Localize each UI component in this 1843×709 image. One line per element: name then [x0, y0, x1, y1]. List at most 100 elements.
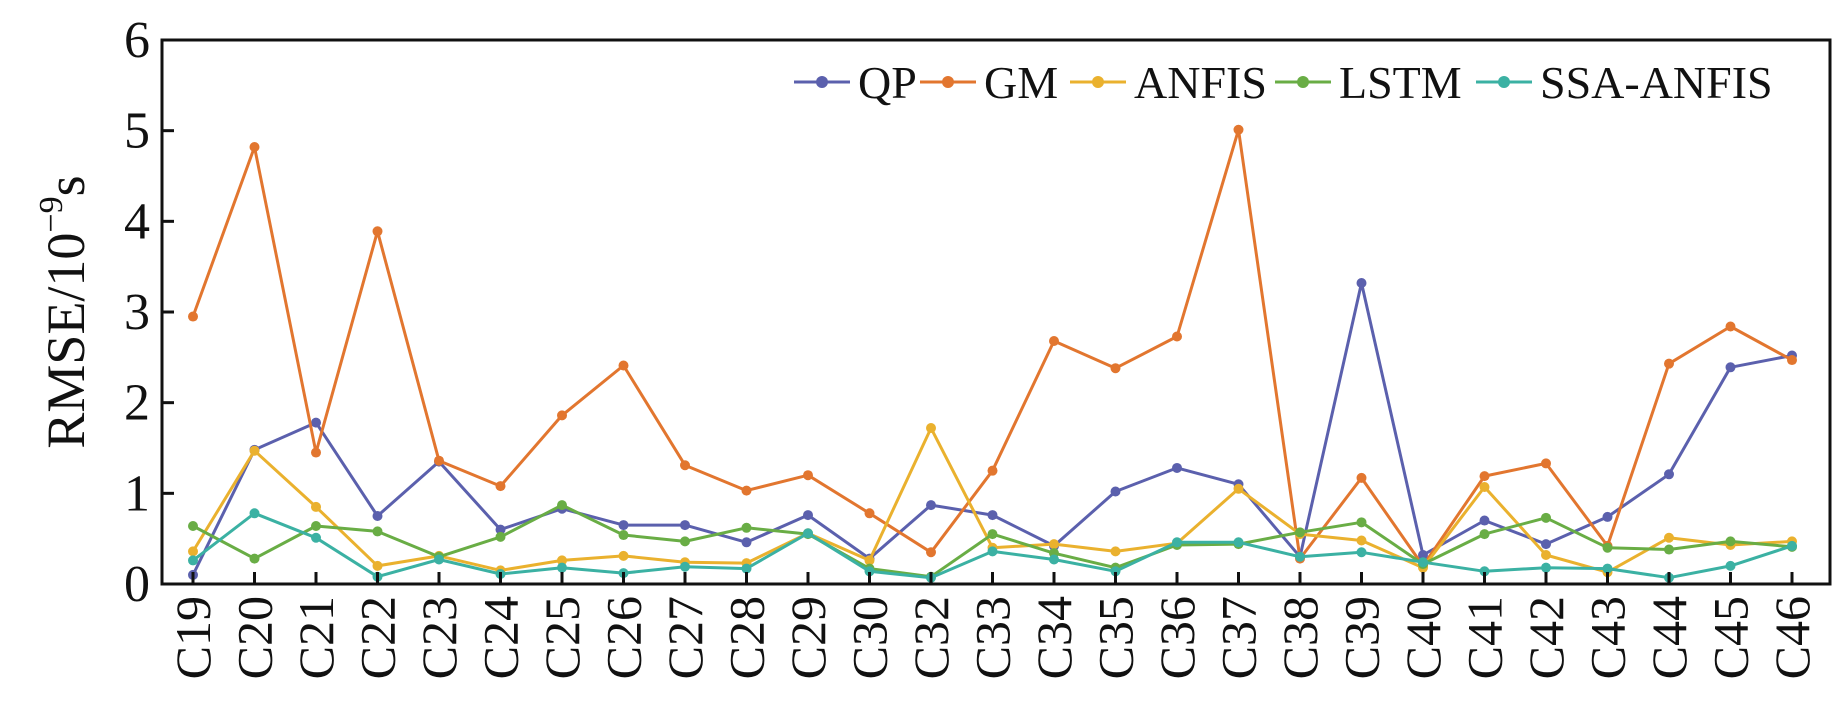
data-point: [1479, 515, 1490, 526]
legend-label: LSTM: [1339, 57, 1462, 108]
data-point: [803, 470, 813, 481]
data-point: [249, 141, 260, 152]
data-point: [926, 423, 936, 434]
x-tick-label: C46: [1764, 596, 1820, 679]
data-point: [434, 554, 444, 565]
x-tick-label: C23: [411, 596, 467, 679]
data-point: [864, 555, 875, 566]
x-tick-label: C30: [842, 596, 898, 679]
data-point: [188, 311, 198, 322]
data-point: [372, 511, 383, 521]
data-point: [864, 508, 875, 519]
y-tick-label: 0: [124, 556, 150, 613]
data-point: [249, 508, 260, 519]
data-point: [1602, 511, 1613, 522]
legend-item: ANFIS: [1070, 57, 1267, 108]
data-point: [1479, 566, 1490, 577]
data-point: [188, 546, 198, 557]
series-gm: [188, 124, 1797, 571]
x-tick-label: C24: [473, 596, 529, 679]
data-point: [557, 555, 567, 566]
data-point: [1356, 472, 1367, 483]
data-point: [1664, 469, 1674, 480]
plot-lines: [188, 124, 1797, 583]
data-point: [311, 501, 321, 512]
data-point: [1356, 277, 1367, 288]
data-point: [680, 460, 690, 471]
x-tick-label: C26: [596, 596, 652, 679]
data-point: [1787, 540, 1797, 551]
data-point: [1110, 566, 1121, 577]
data-point: [1049, 539, 1059, 550]
data-point: [1418, 549, 1428, 560]
data-point: [803, 510, 813, 521]
data-point: [741, 522, 752, 533]
data-point: [372, 560, 383, 571]
data-point: [1541, 458, 1551, 469]
x-tick-label: C33: [965, 596, 1021, 679]
data-point: [188, 555, 198, 566]
y-tick-label: 1: [124, 465, 150, 522]
data-point: [1110, 486, 1121, 497]
data-point: [618, 530, 629, 541]
data-point: [1725, 536, 1736, 547]
x-tick-label: C40: [1395, 596, 1451, 679]
data-point: [926, 500, 936, 511]
data-point: [188, 520, 198, 531]
data-point: [680, 561, 690, 572]
data-point: [926, 547, 936, 558]
data-point: [1172, 462, 1182, 473]
legend-marker: [816, 76, 828, 88]
data-point: [1725, 362, 1736, 373]
data-point: [495, 481, 506, 492]
x-tick-label: C45: [1703, 596, 1759, 679]
y-tick-label: 2: [124, 375, 150, 432]
x-tick-label: C43: [1580, 596, 1636, 679]
data-point: [1725, 321, 1736, 332]
y-tick-label: 4: [124, 193, 150, 250]
legend-label: QP: [858, 57, 917, 108]
x-tick-label: C44: [1641, 596, 1697, 679]
x-tick-label: C42: [1518, 596, 1574, 679]
data-point: [311, 532, 321, 543]
legend-label: SSA-ANFIS: [1540, 57, 1773, 108]
data-point: [311, 447, 321, 458]
data-point: [1541, 512, 1551, 523]
data-point: [372, 526, 383, 537]
data-point: [987, 465, 998, 476]
data-point: [495, 524, 506, 535]
data-point: [1602, 542, 1613, 553]
data-point: [1541, 562, 1551, 573]
data-point: [495, 531, 506, 542]
data-point: [1479, 471, 1490, 482]
data-point: [1356, 517, 1367, 528]
x-tick-label: C35: [1088, 596, 1144, 679]
legend-marker: [942, 76, 954, 88]
data-point: [1356, 535, 1367, 546]
plot-frame: [160, 38, 1832, 586]
y-tick-label: 6: [124, 12, 150, 69]
x-tick-label: C36: [1149, 596, 1205, 679]
x-tick-label: C39: [1334, 596, 1390, 679]
data-point: [1356, 547, 1367, 558]
x-tick-label: C20: [227, 596, 283, 679]
x-tick-label: C22: [350, 596, 406, 679]
legend-item: SSA-ANFIS: [1476, 57, 1773, 108]
data-point: [249, 445, 260, 456]
y-axis-title: RMSE/10−9s: [33, 175, 96, 448]
x-axis: C19 C20 C21 C22 C23 C24 C25 C26 C27 C28 C29 C30 C32 C…: [165, 572, 1820, 679]
x-tick-label: C38: [1272, 596, 1328, 679]
data-point: [434, 455, 444, 466]
data-point: [1479, 529, 1490, 540]
data-point: [372, 226, 383, 237]
data-point: [1172, 537, 1182, 548]
data-point: [1233, 124, 1244, 135]
y-tick-label: 5: [124, 103, 150, 160]
legend-marker: [1092, 76, 1104, 88]
x-tick-label: C28: [719, 596, 775, 679]
data-point: [1541, 549, 1551, 560]
x-tick-label: C29: [780, 596, 836, 679]
series-line: [191, 128, 1793, 568]
y-axis: 0 1 2 3 4 5 6: [124, 12, 174, 613]
data-point: [557, 410, 567, 421]
